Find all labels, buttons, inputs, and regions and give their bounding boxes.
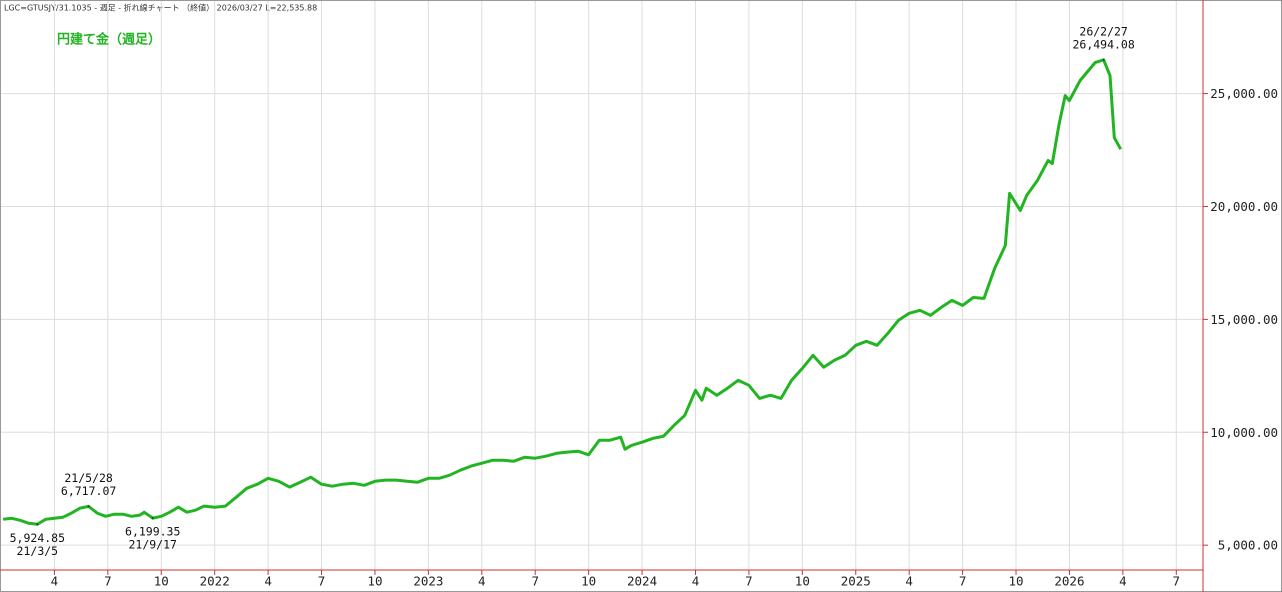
x-tick-label: 2024 [627,574,657,589]
y-tick-label: 20,000.00 [1210,199,1278,214]
x-tick-label: 4 [905,574,913,589]
x-tick-label: 10 [154,574,169,589]
legend-label: 円建て金（週足） [57,32,161,48]
series-line [2,58,1123,526]
x-tick-label: 10 [367,574,382,589]
x-tick-label: 4 [692,574,700,589]
annotation-value: 5,924.85 [10,531,65,545]
x-tick-label: 7 [745,574,753,589]
annotation-date: 26/2/27 [1079,24,1128,38]
x-tick-label: 4 [478,574,486,589]
x-tick-label: 2022 [200,574,230,589]
x-tick-label: 4 [1119,574,1127,589]
annotation-point [1102,58,1105,61]
x-tick-label: 10 [1008,574,1023,589]
annotation-date: 21/3/5 [17,544,59,558]
annotation-value: 26,494.08 [1072,37,1134,51]
x-tick-label: 4 [264,574,272,589]
y-tick-label: 15,000.00 [1210,312,1278,327]
x-tick-label: 7 [531,574,539,589]
x-tick-label: 10 [795,574,810,589]
x-tick-label: 2023 [413,574,443,589]
annotation-point [151,517,154,520]
x-tick-label: 2025 [841,574,871,589]
header: LGC=GTUSJY/31.1035 - 週足 - 折れ線チャート （終値） 2… [4,3,317,13]
annotation-date: 21/9/17 [128,538,177,552]
y-tick-label: 5,000.00 [1218,538,1278,553]
x-tick-label: 10 [581,574,596,589]
x-tick-label: 2026 [1054,574,1084,589]
x-tick-label: 4 [51,574,59,589]
x-tick-label: 7 [318,574,326,589]
annotation-value: 6,717.07 [61,484,116,498]
x-tick-label: 7 [104,574,112,589]
annotation-date: 21/5/28 [64,471,113,485]
x-tick-label: 7 [1173,574,1181,589]
annotation-point [36,523,39,526]
annotation-value: 6,199.35 [125,525,180,539]
y-tick-label: 10,000.00 [1210,425,1278,440]
annotation-point [87,505,90,508]
y-tick-label: 25,000.00 [1210,86,1278,101]
x-tick-label: 7 [959,574,967,589]
